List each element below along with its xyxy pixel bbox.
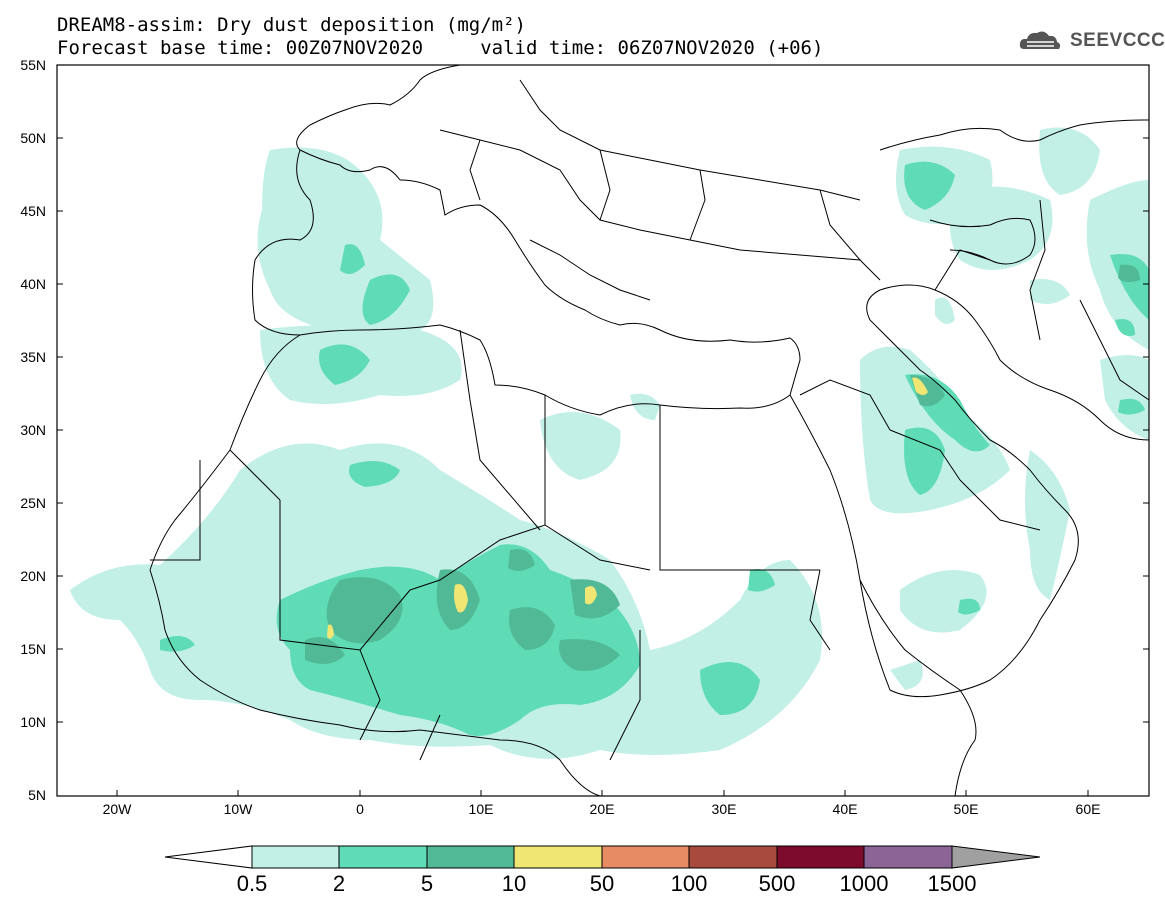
lon-label: 0: [356, 801, 364, 817]
lat-label: 25N: [20, 495, 46, 511]
forecast-times: Forecast base time: 00Z07NOV2020 valid t…: [57, 37, 824, 59]
lon-label: 10E: [469, 801, 494, 817]
legend-label: 0.5: [237, 871, 268, 896]
lon-label: 30E: [712, 801, 737, 817]
lat-label: 40N: [20, 276, 46, 292]
lat-label: 5N: [28, 787, 46, 803]
legend-label: 5: [421, 871, 433, 896]
legend-swatch: [688, 845, 778, 869]
cloud-logo-icon: [1019, 31, 1061, 49]
legend-label: 100: [671, 871, 708, 896]
axis-ticks: [57, 64, 1149, 796]
legend-label: 1000: [840, 871, 889, 896]
lat-label: 10N: [20, 714, 46, 730]
legend-swatch: [601, 845, 690, 869]
color-legend: [164, 845, 1041, 869]
legend-label: 50: [590, 871, 614, 896]
lat-label: 45N: [20, 203, 46, 219]
lon-label: 60E: [1076, 801, 1101, 817]
legend-swatch: [863, 845, 953, 869]
chart-title: DREAM8-assim: Dry dust deposition (mg/m²…: [57, 14, 526, 36]
legend-swatch: [426, 845, 515, 869]
lat-label: 35N: [20, 349, 46, 365]
lat-label: 15N: [20, 641, 46, 657]
lon-label: 20W: [103, 801, 133, 817]
coastlines: [149, 65, 1149, 796]
logo-text: SEEVCCC: [1070, 30, 1165, 51]
legend-label: 1500: [928, 871, 977, 896]
lat-label: 50N: [20, 130, 46, 146]
legend-swatch: [251, 845, 340, 869]
legend-swatch-over: [951, 845, 1041, 869]
legend-swatch: [513, 845, 603, 869]
legend-swatch: [776, 845, 865, 869]
legend-label: 10: [502, 871, 526, 896]
legend-swatch: [338, 845, 428, 869]
lon-label: 40E: [833, 801, 858, 817]
lon-label: 10W: [224, 801, 254, 817]
legend-label: 500: [759, 871, 796, 896]
lat-label: 55N: [20, 57, 46, 73]
dust-deposition-field: [70, 127, 1149, 759]
lat-label: 30N: [20, 422, 46, 438]
lat-label: 20N: [20, 568, 46, 584]
lon-label: 50E: [954, 801, 979, 817]
legend-label: 2: [333, 871, 345, 896]
legend-swatch-under: [164, 845, 253, 869]
lon-label: 20E: [590, 801, 615, 817]
